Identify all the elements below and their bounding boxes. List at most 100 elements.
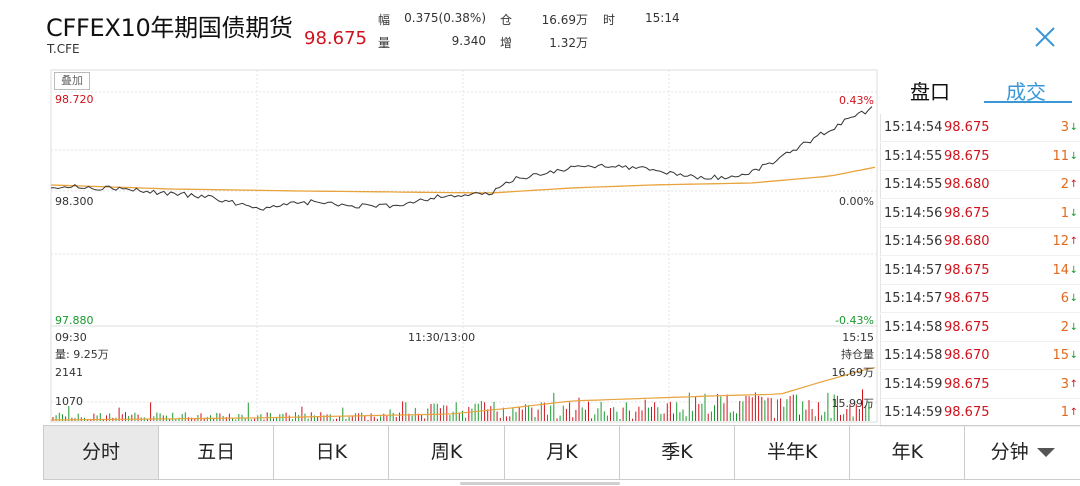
trade-price: 98.675 (944, 376, 990, 392)
trade-price: 98.680 (944, 234, 990, 249)
average-price-line (50, 166, 876, 194)
trade-time: 15:14:54 (884, 120, 943, 135)
trade-row: 15:14:58 98.675 2 ↓ (880, 313, 1080, 342)
trade-row: 15:14:56 98.675 1 ↓ (880, 199, 1080, 228)
tab-quarterly[interactable]: 季K (620, 426, 735, 479)
chevron-down-icon (1036, 448, 1055, 457)
price-line (50, 106, 873, 211)
chart-frame (50, 69, 878, 423)
trade-time: 15:14:58 (884, 348, 943, 363)
tab-half-year[interactable]: 半年K (735, 426, 851, 479)
trade-price: 98.675 (944, 148, 990, 164)
tab-label: 分时 (81, 441, 120, 463)
trade-time: 15:14:57 (884, 262, 943, 278)
trade-row: 15:14:57 98.675 14 ↓ (880, 256, 1080, 285)
trade-time: 15:14:59 (884, 376, 943, 392)
tab-intraday[interactable]: 分时 (44, 426, 159, 479)
trade-time: 15:14:56 (884, 234, 943, 249)
trade-row: 15:14:55 98.680 2 ↑ (880, 171, 1080, 199)
tab-daily[interactable]: 日K (274, 426, 390, 479)
tab-weekly[interactable]: 周K (390, 426, 505, 479)
trade-price: 98.675 (944, 319, 990, 335)
trade-volume: 1 (1060, 405, 1069, 420)
trade-row: 15:14:59 98.675 3 ↑ (880, 370, 1080, 399)
tab-monthly[interactable]: 月K (505, 426, 620, 479)
close-icon[interactable] (1030, 22, 1060, 52)
quote-header: CFFEX10年期国债期货 T.CFE 98.675 幅 0.375(0.38%… (0, 0, 1080, 68)
trade-time: 15:14:56 (884, 205, 943, 221)
contract-title: CFFEX10年期国债期货 (46, 14, 293, 42)
oi-change-label: 增 (500, 36, 513, 50)
tab-five-day[interactable]: 五日 (159, 426, 275, 479)
tab-orderbook[interactable]: 盘口 (910, 80, 950, 104)
trade-time: 15:14:57 (884, 291, 943, 306)
price-mid-label: 98.300 (55, 195, 94, 208)
trade-direction-icon: ↓ (1069, 150, 1078, 162)
tab-minute[interactable]: 分钟 (966, 426, 1080, 479)
pct-mid-label: 0.00% (839, 195, 874, 208)
price-low-label: 97.880 (55, 314, 94, 327)
tab-label: 季K (661, 441, 693, 463)
trade-direction-icon: ↑ (1069, 179, 1078, 190)
trade-row: 15:14:58 98.670 15 ↓ (880, 342, 1080, 370)
tab-label: 分钟 (990, 441, 1029, 463)
pct-high-label: 0.43% (839, 94, 874, 107)
tab-label: 五日 (197, 441, 236, 463)
trade-price: 98.675 (944, 120, 990, 135)
trade-volume: 3 (1060, 120, 1069, 135)
trade-direction-icon: ↓ (1069, 264, 1078, 276)
time-mid-label: 11:30/13:00 (408, 331, 476, 344)
change-label: 幅 (378, 13, 391, 27)
intraday-chart[interactable]: 叠加 98.720 98.300 97.880 0.43% 0.00% -0.4… (0, 68, 880, 424)
trade-row: 15:14:57 98.675 6 ↓ (880, 285, 1080, 313)
change-value: 0.375(0.38%) (404, 11, 486, 25)
trade-row: 15:14:54 98.675 3 ↓ (880, 114, 1080, 142)
trade-direction-icon: ↓ (1069, 122, 1078, 133)
trade-volume: 3 (1060, 376, 1069, 392)
volume-label: 量 (378, 36, 391, 50)
trade-price: 98.675 (944, 405, 990, 420)
tab-trades[interactable]: 成交 (1006, 80, 1046, 104)
trade-volume: 11 (1052, 148, 1069, 164)
trade-row: 15:14:55 98.675 11 ↓ (880, 142, 1080, 171)
oi-axis-low: 15.99万 (831, 397, 875, 410)
trade-volume: 2 (1060, 177, 1069, 192)
trade-direction-icon: ↑ (1069, 378, 1078, 390)
time-start-label: 09:30 (55, 331, 87, 344)
time-end-label: 15:15 (842, 331, 874, 344)
oi-change-value: 1.32万 (549, 36, 588, 50)
volume-bars (52, 389, 870, 421)
tab-label: 周K (430, 441, 463, 463)
trade-row: 15:14:56 98.680 12 ↑ (880, 228, 1080, 256)
trade-direction-icon: ↑ (1069, 236, 1078, 247)
pct-low-label: -0.43% (835, 314, 874, 327)
trade-volume: 14 (1052, 262, 1069, 278)
open-interest-label: 仓 (500, 13, 513, 27)
period-tabs: 分时 五日 日K 周K 月K 季K 半年K 年K 分钟 (43, 425, 1080, 480)
tab-label: 半年K (766, 441, 818, 463)
trade-direction-icon: ↑ (1069, 407, 1078, 418)
last-price: 98.675 (304, 28, 367, 49)
contract-code: T.CFE (47, 42, 80, 56)
price-high-label: 98.720 (55, 93, 94, 106)
trade-row: 15:14:59 98.675 1 ↑ (880, 399, 1080, 427)
trade-direction-icon: ↓ (1069, 293, 1078, 304)
tab-label: 日K (315, 441, 348, 463)
trade-time: 15:14:59 (884, 405, 943, 420)
overlay-button[interactable]: 叠加 (54, 72, 90, 90)
volume-value: 9.340 (451, 34, 486, 48)
trade-volume: 12 (1052, 234, 1069, 249)
volume-total-label: 量: 9.25万 (55, 348, 109, 361)
scrollbar[interactable] (460, 482, 620, 485)
tab-label: 月K (546, 441, 578, 463)
trade-direction-icon: ↓ (1069, 207, 1078, 219)
trade-time: 15:14:55 (884, 148, 943, 164)
trade-price: 98.675 (944, 291, 990, 306)
trade-price: 98.675 (944, 262, 990, 278)
time-label: 时 (603, 13, 616, 27)
trade-price: 98.675 (944, 205, 990, 221)
open-interest-value: 16.69万 (541, 13, 588, 27)
tab-label: 年K (891, 441, 924, 463)
trade-volume: 15 (1052, 348, 1069, 363)
tab-yearly[interactable]: 年K (850, 426, 966, 479)
